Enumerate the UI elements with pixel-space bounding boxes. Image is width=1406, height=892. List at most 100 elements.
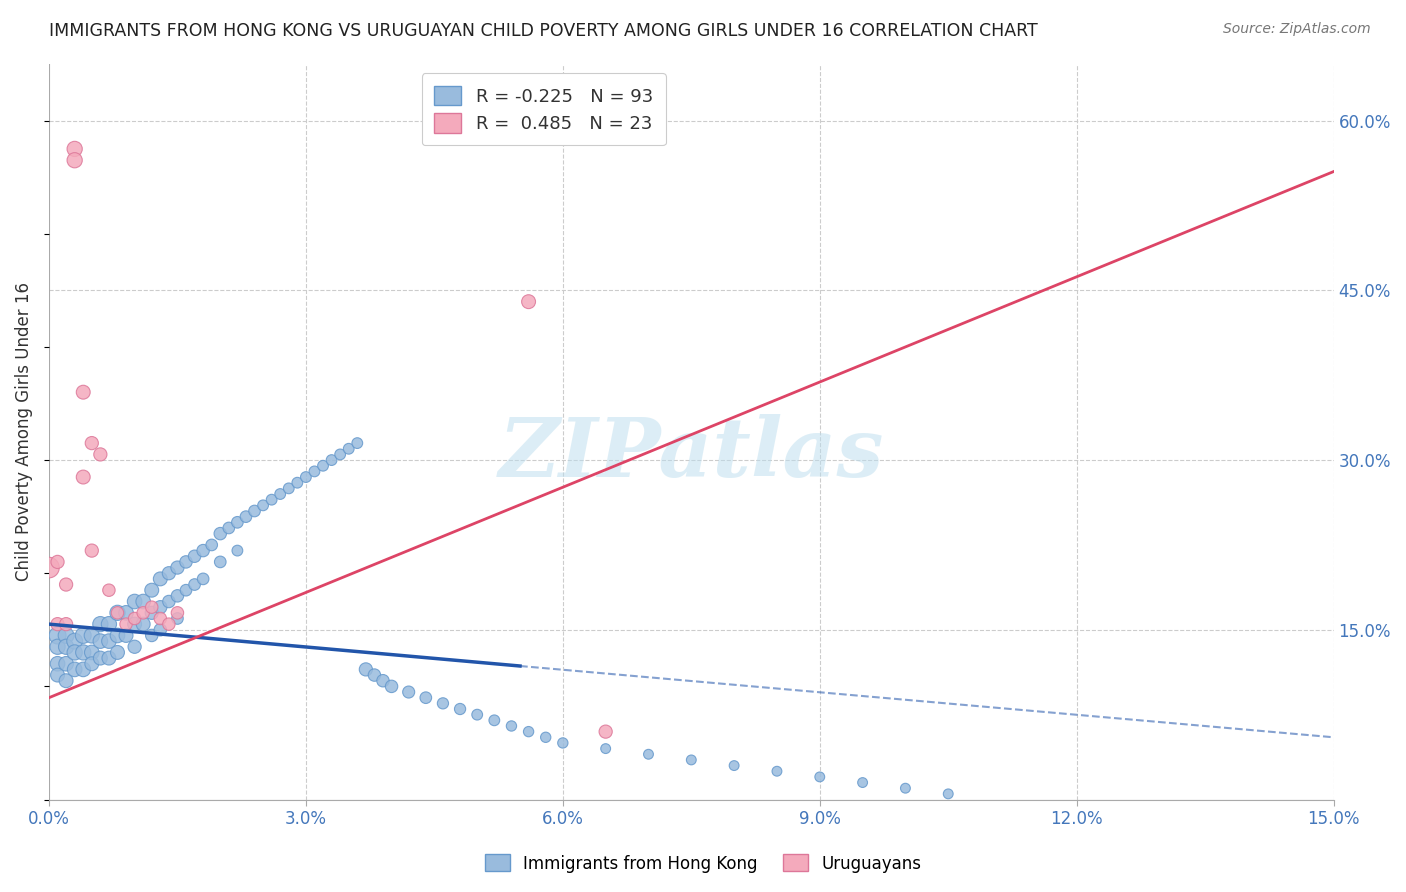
Point xyxy=(141,606,163,620)
Point xyxy=(226,516,249,530)
Point xyxy=(115,617,138,632)
Point xyxy=(55,673,77,688)
Point xyxy=(107,645,129,659)
Point xyxy=(124,611,146,625)
Point xyxy=(449,702,471,716)
Point xyxy=(124,594,146,608)
Point xyxy=(346,436,368,450)
Point xyxy=(432,697,454,711)
Point xyxy=(295,470,318,484)
Point xyxy=(380,679,402,693)
Point xyxy=(55,640,77,654)
Point xyxy=(174,555,197,569)
Point xyxy=(46,628,69,642)
Text: ZIPatlas: ZIPatlas xyxy=(499,414,884,494)
Point xyxy=(501,719,523,733)
Text: IMMIGRANTS FROM HONG KONG VS URUGUAYAN CHILD POVERTY AMONG GIRLS UNDER 16 CORREL: IMMIGRANTS FROM HONG KONG VS URUGUAYAN C… xyxy=(49,22,1038,40)
Point xyxy=(80,436,103,450)
Point xyxy=(89,651,111,665)
Legend: R = -0.225   N = 93, R =  0.485   N = 23: R = -0.225 N = 93, R = 0.485 N = 23 xyxy=(422,73,665,145)
Point xyxy=(354,662,377,676)
Point xyxy=(166,606,188,620)
Point xyxy=(551,736,574,750)
Point xyxy=(97,583,120,598)
Point xyxy=(107,628,129,642)
Point xyxy=(149,611,172,625)
Point xyxy=(141,600,163,615)
Point xyxy=(252,499,274,513)
Point xyxy=(46,668,69,682)
Point xyxy=(157,617,180,632)
Point xyxy=(55,577,77,591)
Point xyxy=(766,764,789,779)
Point xyxy=(517,724,540,739)
Point xyxy=(63,634,86,648)
Point xyxy=(681,753,703,767)
Legend: Immigrants from Hong Kong, Uruguayans: Immigrants from Hong Kong, Uruguayans xyxy=(478,847,928,880)
Point xyxy=(269,487,291,501)
Point xyxy=(97,651,120,665)
Point xyxy=(132,606,155,620)
Point xyxy=(63,645,86,659)
Point xyxy=(285,475,308,490)
Point xyxy=(63,153,86,168)
Point xyxy=(107,606,129,620)
Point xyxy=(72,662,94,676)
Point xyxy=(243,504,266,518)
Point xyxy=(595,724,617,739)
Point xyxy=(80,657,103,671)
Point xyxy=(517,294,540,309)
Point xyxy=(89,447,111,461)
Point xyxy=(260,492,283,507)
Point xyxy=(304,464,326,478)
Point xyxy=(141,628,163,642)
Point xyxy=(398,685,420,699)
Text: Source: ZipAtlas.com: Source: ZipAtlas.com xyxy=(1223,22,1371,37)
Point xyxy=(329,447,352,461)
Point xyxy=(277,481,299,495)
Point xyxy=(46,640,69,654)
Point xyxy=(97,617,120,632)
Point xyxy=(166,611,188,625)
Point xyxy=(363,668,385,682)
Point xyxy=(201,538,224,552)
Point xyxy=(312,458,335,473)
Point xyxy=(149,623,172,637)
Point xyxy=(141,583,163,598)
Point xyxy=(149,600,172,615)
Point xyxy=(534,731,557,745)
Point xyxy=(191,572,214,586)
Point xyxy=(107,606,129,620)
Point xyxy=(55,657,77,671)
Point xyxy=(209,555,232,569)
Point xyxy=(337,442,360,456)
Point xyxy=(174,583,197,598)
Point xyxy=(321,453,343,467)
Point xyxy=(72,645,94,659)
Point xyxy=(371,673,394,688)
Point xyxy=(852,775,875,789)
Point xyxy=(166,589,188,603)
Point xyxy=(166,560,188,574)
Point xyxy=(115,628,138,642)
Point xyxy=(38,560,60,574)
Point xyxy=(183,577,205,591)
Point xyxy=(936,787,959,801)
Point xyxy=(894,781,917,796)
Point xyxy=(46,555,69,569)
Point xyxy=(132,617,155,632)
Point xyxy=(637,747,659,762)
Point xyxy=(63,662,86,676)
Point xyxy=(149,572,172,586)
Point xyxy=(226,543,249,558)
Point xyxy=(80,645,103,659)
Point xyxy=(72,628,94,642)
Point xyxy=(235,509,257,524)
Point xyxy=(209,526,232,541)
Point xyxy=(465,707,488,722)
Point xyxy=(80,543,103,558)
Point xyxy=(157,566,180,581)
Point xyxy=(89,617,111,632)
Point xyxy=(63,142,86,156)
Point xyxy=(72,385,94,400)
